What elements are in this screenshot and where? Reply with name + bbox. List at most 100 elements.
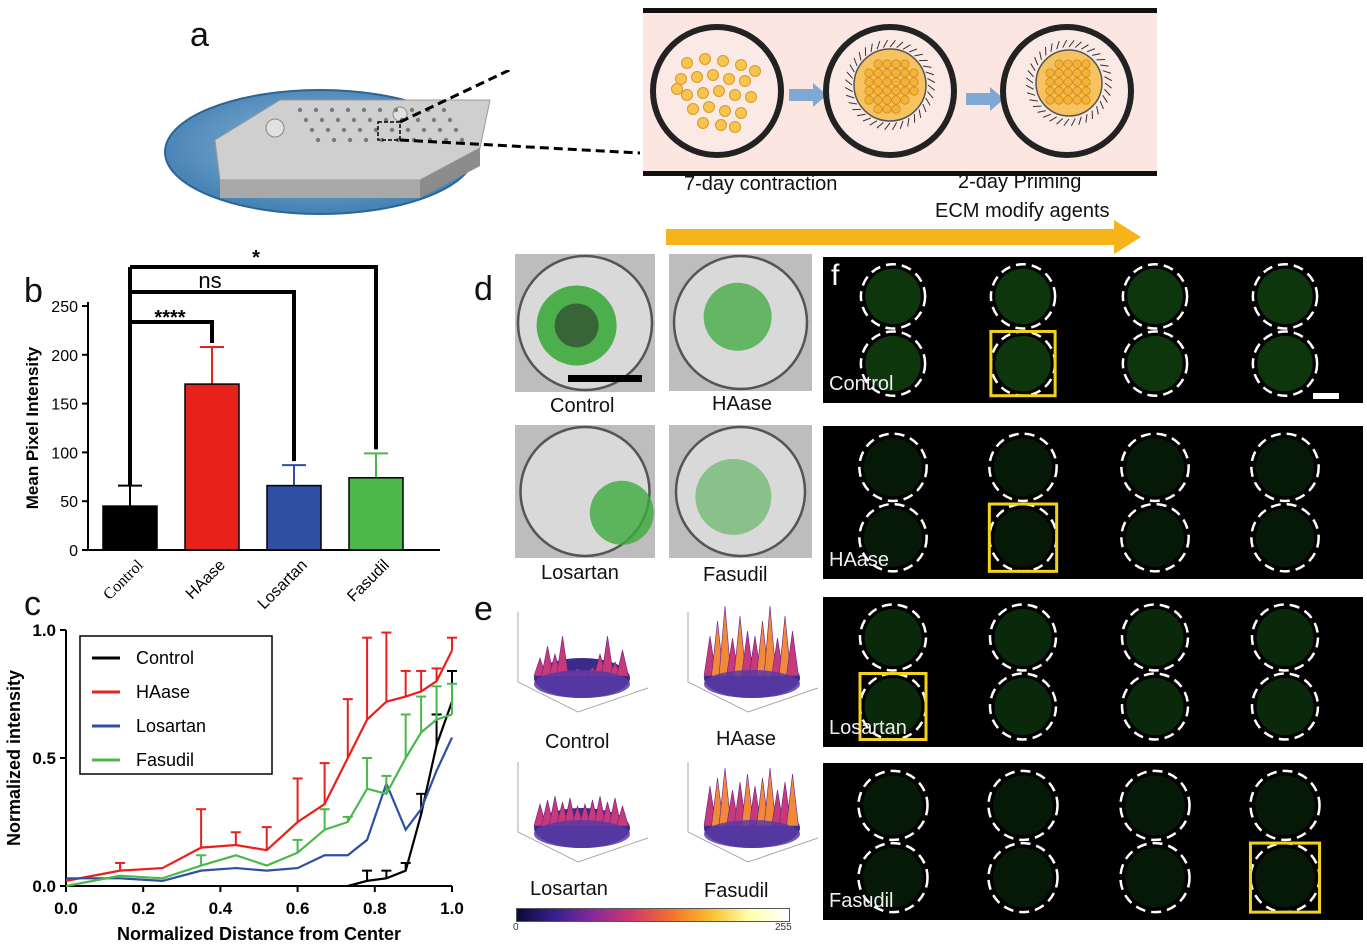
spheroid-fluorescence	[1125, 775, 1185, 836]
colorbar-min-label: 0	[513, 922, 519, 933]
cell-icon	[909, 77, 919, 87]
well-outline	[857, 769, 929, 842]
ecm-fiber	[1070, 118, 1076, 127]
brightfield-image	[515, 425, 655, 558]
ecm-fiber	[918, 109, 922, 118]
e-label-losartan: Losartan	[530, 878, 608, 900]
cell-icon	[873, 59, 883, 69]
ecm-fiber	[1074, 41, 1082, 48]
cell-icon	[1045, 95, 1055, 105]
device-well-dot	[357, 127, 363, 133]
panel-letter-b: b	[24, 272, 43, 310]
well-outline	[987, 769, 1059, 842]
well-outline	[989, 263, 1057, 330]
cell-icon	[1081, 95, 1091, 105]
ecm-fiber	[927, 84, 935, 91]
ecm-fiber	[1056, 40, 1060, 50]
d-label-fasudil: Fasudil	[703, 564, 768, 586]
spheroid-fluorescence	[993, 847, 1053, 908]
x-tick-label: 0.2	[131, 899, 155, 918]
device-well-dot	[345, 107, 351, 113]
spheroid-fluorescence	[993, 775, 1053, 836]
zoomed-well-panel	[643, 8, 1157, 176]
bar-control	[102, 505, 158, 551]
cell-icon	[873, 68, 883, 78]
significance-4star-label: ****	[154, 307, 185, 329]
ecm-fiber	[1037, 110, 1046, 113]
spheroid-fluorescence	[863, 775, 923, 836]
well-outline	[1249, 769, 1321, 842]
spheroid-fluorescence	[995, 335, 1051, 392]
device-well-dot	[331, 137, 337, 143]
device-well-dot	[297, 107, 303, 113]
bar-haase	[184, 383, 240, 551]
device-well-dot	[361, 107, 367, 113]
cell-icon	[900, 59, 910, 69]
ecm-fiber	[1062, 39, 1068, 48]
ecm-fiber	[882, 39, 888, 48]
ecm-fiber	[1049, 116, 1057, 122]
ecm-fiber	[1034, 57, 1039, 66]
well-outline	[1121, 263, 1189, 330]
cell-icon	[1081, 86, 1091, 96]
f-label-haase: HAase	[829, 549, 890, 571]
cell-icon	[735, 107, 747, 119]
cell-icon	[1045, 86, 1055, 96]
spheroid-fluorescence	[1127, 335, 1183, 392]
cell-icon	[1054, 59, 1064, 69]
cell-icon	[739, 75, 751, 87]
x-tick-label: 0.6	[286, 899, 310, 918]
spheroid-fluorescence	[1256, 609, 1314, 666]
ecm-fiber	[884, 122, 891, 130]
legend-label: Control	[136, 648, 194, 668]
device-well-dot	[437, 127, 443, 133]
well-outline	[1121, 330, 1189, 397]
cell-icon	[891, 68, 901, 78]
fluorescence-array-row: Losartan	[823, 597, 1363, 747]
device-well-dot	[341, 127, 347, 133]
ecm-fiber	[922, 65, 932, 68]
fluorescence-array-row: Fasudil	[823, 763, 1363, 920]
ecm-fiber	[845, 79, 853, 86]
ecm-fiber	[1029, 99, 1038, 102]
device-well-dot	[313, 107, 319, 113]
y-tick-label: 1.0	[32, 621, 56, 640]
surface-peak	[786, 773, 799, 827]
cell-icon	[699, 53, 711, 65]
device-well-dot	[383, 117, 389, 123]
legend-label: Losartan	[136, 716, 206, 736]
cell-icon	[891, 77, 901, 87]
cell-icon	[1081, 77, 1091, 87]
cell-icon	[873, 86, 883, 96]
highlight-box	[1248, 841, 1322, 914]
cell-icon	[864, 95, 874, 105]
cell-icon	[864, 86, 874, 96]
surface-peak	[616, 804, 629, 827]
ecm-fiber	[1030, 63, 1036, 71]
cell-icon	[1063, 77, 1073, 87]
cell-icon	[873, 77, 883, 87]
cell-icon	[891, 95, 901, 105]
microfluidic-device-illustration	[164, 70, 641, 215]
y-tick-label: 100	[51, 445, 78, 462]
highlight-box	[858, 672, 928, 741]
ecm-fiber	[849, 64, 855, 73]
cell-icon	[1054, 86, 1064, 96]
panel-letter-f: f	[831, 259, 840, 292]
ecm-fiber	[1104, 82, 1112, 89]
ecm-fiber	[858, 52, 862, 61]
device-well-dot	[315, 137, 321, 143]
cell-icon	[719, 105, 731, 117]
spheroid-fluorescence	[1125, 847, 1185, 908]
y-axis-label: Mean Pixel Intensity	[23, 346, 42, 509]
x-tick-label: 0.4	[209, 899, 233, 918]
cell-icon	[882, 77, 892, 87]
ecm-fiber	[870, 43, 873, 53]
cell-icon	[687, 103, 699, 115]
cell-icon	[681, 57, 693, 69]
x-tick-label: 1.0	[440, 899, 464, 918]
spheroid-fluorescence	[994, 678, 1052, 735]
cell-icon	[1072, 86, 1082, 96]
device-well-dot	[363, 137, 369, 143]
intensity-surface-plot	[517, 762, 649, 863]
